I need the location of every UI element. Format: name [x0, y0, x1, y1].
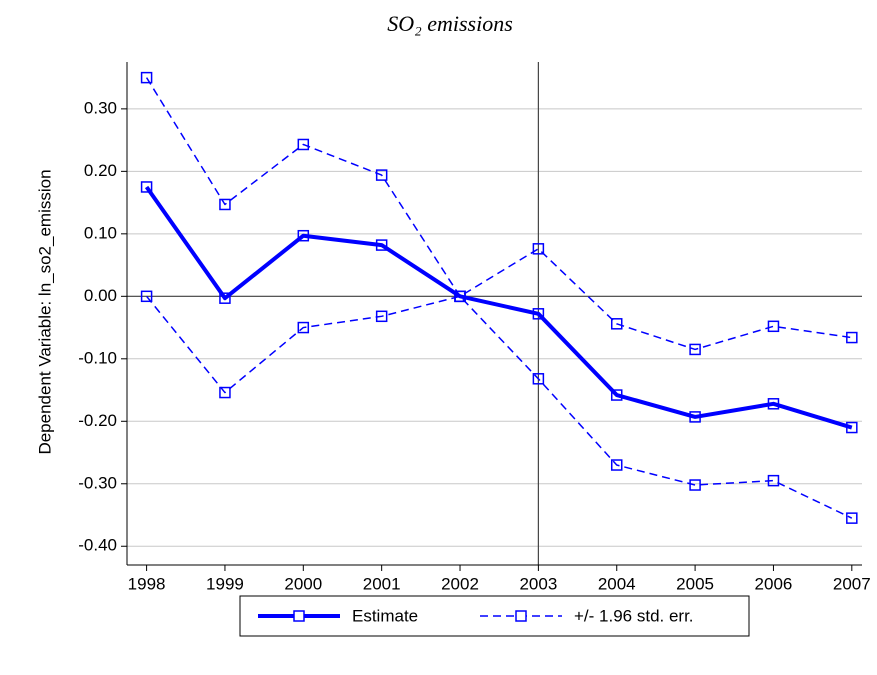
- x-tick-label: 2006: [755, 574, 793, 593]
- marker: [689, 343, 701, 356]
- marker: [767, 320, 780, 333]
- marker: [219, 292, 231, 304]
- marker: [375, 310, 388, 323]
- x-tick-label: 2002: [441, 574, 479, 593]
- y-tick-label: -0.10: [78, 348, 117, 367]
- marker: [610, 389, 623, 401]
- marker: [219, 386, 231, 399]
- legend-marker: [515, 610, 527, 622]
- marker: [140, 71, 153, 84]
- x-tick-label: 1999: [206, 574, 244, 593]
- x-tick-label: 2003: [519, 574, 557, 593]
- x-tick-label: 2001: [363, 574, 401, 593]
- marker: [375, 169, 388, 181]
- series-line: [146, 295, 853, 519]
- marker: [767, 474, 780, 487]
- series-line: [144, 185, 853, 430]
- marker: [140, 290, 153, 303]
- x-tick-label: 2007: [833, 574, 871, 593]
- marker: [375, 239, 388, 251]
- marker: [532, 243, 545, 255]
- x-tick-label: 1998: [128, 574, 166, 593]
- marker: [689, 411, 701, 423]
- legend-label: Estimate: [352, 606, 418, 625]
- marker: [532, 308, 545, 320]
- marker: [846, 512, 858, 524]
- x-tick-label: 2000: [284, 574, 322, 593]
- marker: [610, 459, 623, 471]
- marker: [140, 181, 153, 193]
- legend-marker: [293, 610, 305, 622]
- y-tick-label: -0.30: [78, 473, 117, 492]
- legend-label: +/- 1.96 std. err.: [574, 606, 694, 625]
- chart-title: SO₂ emissions: [387, 11, 513, 36]
- y-tick-label: -0.20: [78, 411, 117, 430]
- marker: [532, 373, 545, 385]
- y-tick-label: 0.20: [84, 161, 117, 180]
- y-tick-label: 0.10: [84, 223, 117, 242]
- x-tick-label: 2005: [676, 574, 714, 593]
- y-tick-label: 0.00: [84, 286, 117, 305]
- marker: [767, 398, 780, 410]
- series-line: [145, 77, 852, 351]
- marker: [846, 421, 858, 434]
- x-tick-label: 2004: [598, 574, 636, 593]
- y-axis-label: Dependent Variable: ln_so2_emission: [35, 169, 54, 454]
- marker: [454, 290, 466, 303]
- marker: [297, 321, 310, 334]
- marker: [297, 138, 310, 151]
- marker: [610, 318, 623, 330]
- marker: [846, 331, 858, 344]
- y-tick-label: -0.40: [78, 536, 117, 555]
- marker: [297, 229, 310, 242]
- marker: [689, 479, 701, 491]
- marker: [219, 198, 231, 211]
- y-tick-label: 0.30: [84, 98, 117, 117]
